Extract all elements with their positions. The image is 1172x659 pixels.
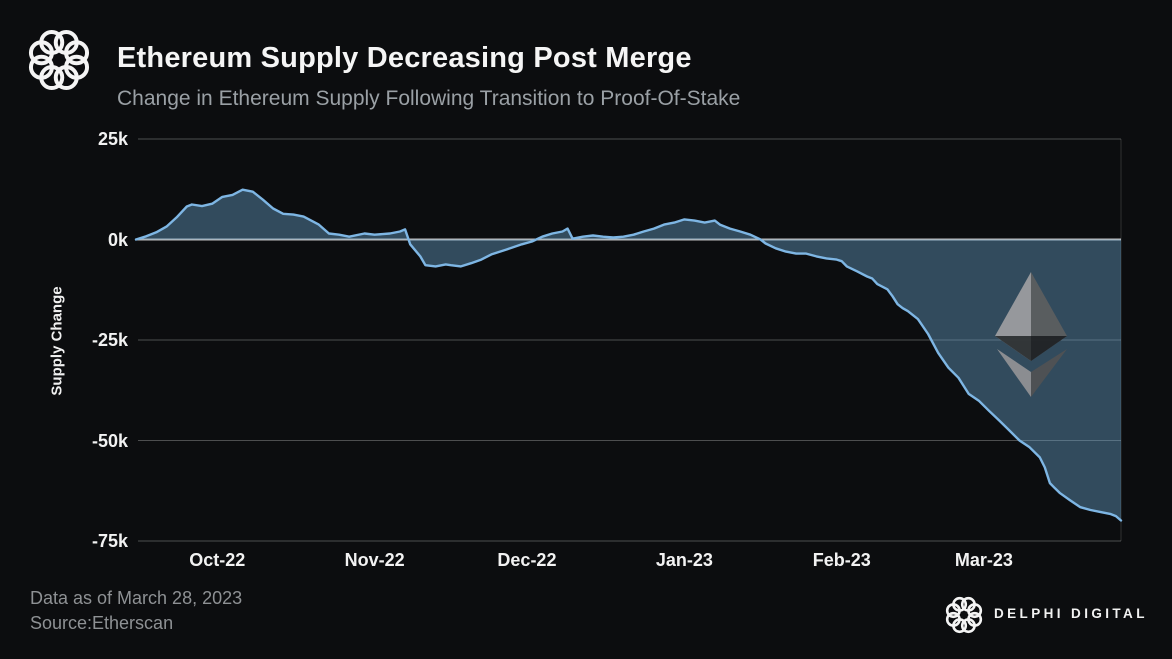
chart-gridlines <box>135 138 1122 542</box>
y-tick-neg50k: -50k <box>91 430 128 451</box>
x-tick-mar23: Mar-23 <box>954 550 1013 570</box>
supply-change-series <box>134 188 1123 522</box>
ethereum-logo-watermark <box>995 272 1067 397</box>
x-tick-oct22: Oct-22 <box>189 550 246 570</box>
delphi-knot-logo-small <box>945 596 983 634</box>
data-as-of-note: Data as of March 28, 2023 <box>30 588 243 608</box>
y-tick-25k: 25k <box>97 129 128 149</box>
delphi-knot-logo <box>28 29 90 91</box>
x-tick-jan23: Jan-23 <box>655 550 713 570</box>
y-tick-0k: 0k <box>107 229 128 250</box>
x-tick-feb23: Feb-23 <box>812 550 871 570</box>
x-tick-nov22: Nov-22 <box>344 550 405 570</box>
brand-wordmark: DELPHI DIGITAL <box>994 606 1148 621</box>
x-tick-dec22: Dec-22 <box>497 550 557 570</box>
page-subtitle: Change in Ethereum Supply Following Tran… <box>117 87 741 110</box>
y-tick-neg25k: -25k <box>91 330 128 350</box>
y-tick-neg75k: -75k <box>91 531 128 551</box>
page-title: Ethereum Supply Decreasing Post Merge <box>117 42 692 74</box>
source-note: Source:Etherscan <box>30 613 174 633</box>
